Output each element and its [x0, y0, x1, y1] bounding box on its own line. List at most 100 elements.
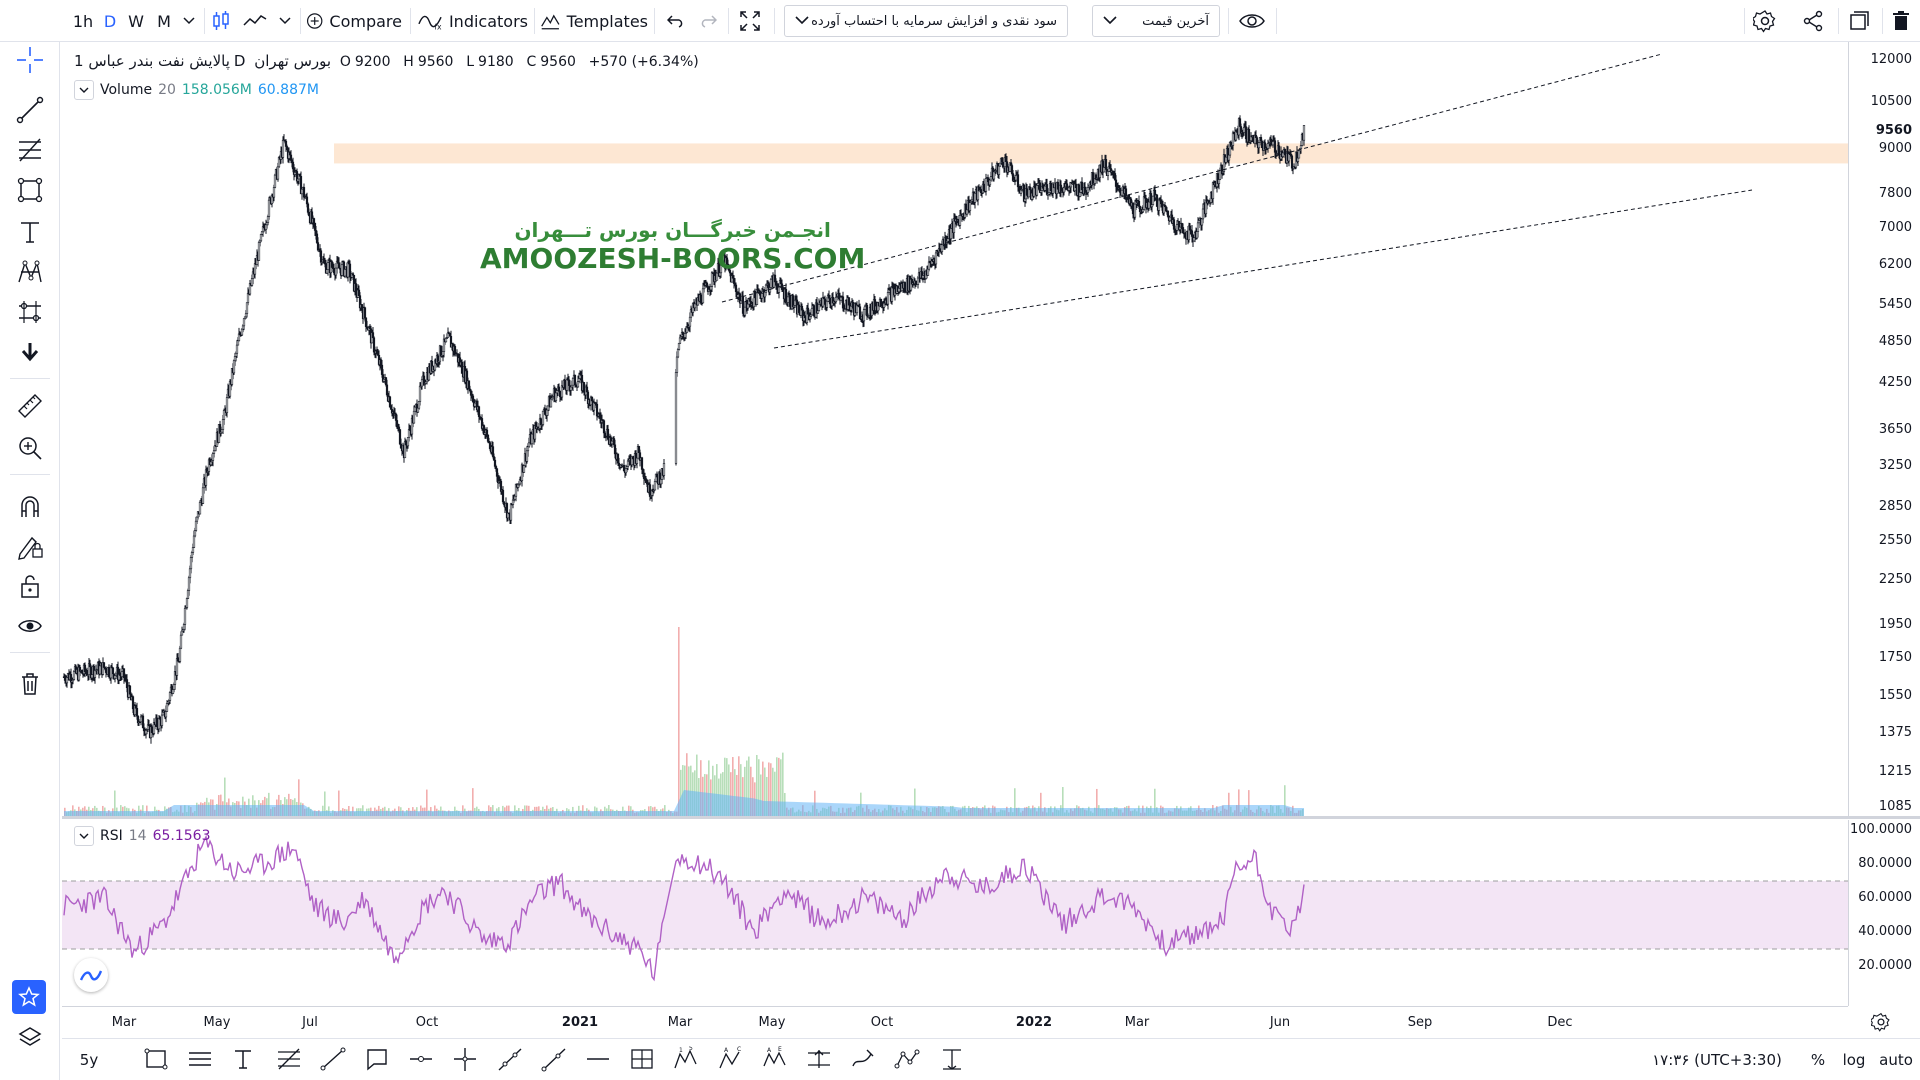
channel-upper-line[interactable]	[721, 53, 1663, 303]
volume-bar	[338, 790, 340, 817]
parallel-lines-icon[interactable]	[182, 1042, 218, 1076]
tradingview-logo-icon[interactable]	[74, 958, 108, 992]
cross-line-icon[interactable]	[447, 1042, 483, 1076]
auto-scale-button[interactable]: auto	[1879, 1051, 1913, 1069]
trash-icon[interactable]	[12, 666, 48, 702]
snapshot-icon[interactable]	[1842, 6, 1876, 36]
lock-drawing-icon[interactable]	[12, 528, 48, 564]
fullscreen-icon[interactable]	[734, 6, 766, 36]
date-price-range-icon[interactable]	[801, 1042, 837, 1076]
ohlc-close: C 9560	[526, 54, 576, 70]
axis-settings-gear-icon[interactable]	[1866, 1008, 1896, 1036]
candles-style-icon[interactable]	[208, 6, 234, 36]
collapse-chevron-icon[interactable]	[74, 80, 94, 100]
delete-icon[interactable]	[1886, 6, 1916, 36]
extended-line-icon[interactable]	[492, 1042, 528, 1076]
compare-button[interactable]: Compare	[306, 6, 402, 36]
candle-body	[674, 371, 678, 464]
rsi-axis-label: 20.0000	[1858, 958, 1912, 973]
lock-icon[interactable]	[12, 568, 48, 604]
interval-d[interactable]: D	[103, 11, 117, 31]
collapse-chevron-icon[interactable]	[74, 826, 94, 846]
zoom-in-icon[interactable]	[12, 430, 48, 466]
time-axis-label: May	[758, 1015, 786, 1030]
percent-scale-button[interactable]: %	[1810, 1051, 1826, 1069]
callout-icon[interactable]	[359, 1042, 395, 1076]
redo-icon[interactable]	[694, 6, 722, 36]
compare-label: Compare	[329, 11, 402, 31]
text-tool-icon[interactable]	[226, 1042, 262, 1076]
price-range-icon[interactable]	[934, 1042, 970, 1076]
price-axis[interactable]: 12000 10500 9560 9000 7800 7000 6200 5450 4850 42…	[1848, 42, 1920, 817]
ray-icon[interactable]	[536, 1042, 572, 1076]
chart-type-chevron-icon[interactable]	[276, 6, 294, 36]
candle-body	[997, 165, 1001, 175]
layers-icon[interactable]	[12, 1020, 48, 1056]
rectangle-tool-icon[interactable]	[138, 1042, 174, 1076]
price-chart-canvas[interactable]	[62, 42, 1848, 817]
undo-icon[interactable]	[662, 6, 690, 36]
volume-bar	[776, 757, 778, 817]
volume-bar	[760, 774, 762, 817]
symbol-name[interactable]: پالایش نفت بندر عباس	[88, 52, 230, 70]
star-icon[interactable]	[12, 980, 46, 1014]
interval-m[interactable]: M	[157, 11, 171, 31]
rectangle-icon[interactable]	[12, 172, 48, 208]
rsi-axis[interactable]: 100.0000 80.0000 60.0000 40.0000 20.0000	[1848, 820, 1920, 1006]
indicators-button[interactable]: fx Indicators	[418, 6, 528, 36]
ruler-icon[interactable]	[12, 388, 48, 424]
eye-icon[interactable]	[12, 608, 48, 644]
trend-line-tool-icon[interactable]	[315, 1042, 351, 1076]
pane-separator[interactable]	[62, 816, 1920, 819]
date-range-button[interactable]: 5y	[79, 1051, 99, 1069]
candle-body	[1016, 174, 1020, 188]
chevron-down-icon	[1103, 13, 1117, 29]
candlestick-series[interactable]	[62, 115, 1306, 744]
pattern-icon[interactable]	[12, 254, 48, 290]
rsi-canvas[interactable]	[62, 820, 1848, 1006]
horizontal-ray-icon[interactable]	[403, 1042, 439, 1076]
horizontal-line-icon[interactable]	[580, 1042, 616, 1076]
candle-body	[509, 503, 513, 521]
volume-bar	[730, 772, 732, 817]
interval-1h[interactable]: 1h	[72, 11, 94, 31]
settings-gear-icon[interactable]	[1748, 6, 1782, 36]
svg-text:1: 1	[679, 1047, 683, 1054]
trend-line-icon[interactable]	[12, 92, 48, 128]
fib-time-zone-icon[interactable]	[624, 1042, 660, 1076]
prediction-icon[interactable]	[12, 294, 48, 330]
price-chart-pane[interactable]	[62, 42, 1848, 817]
interval-chevron-down-icon[interactable]	[180, 6, 198, 36]
text-icon[interactable]	[12, 214, 48, 250]
templates-button[interactable]: Templates	[540, 6, 648, 36]
resistance-zone[interactable]	[334, 143, 1848, 164]
magnet-icon[interactable]	[12, 488, 48, 524]
price-type-select[interactable]: آخرین قیمت	[1092, 5, 1220, 37]
volume-bar	[738, 756, 740, 817]
candle-body	[259, 234, 263, 242]
price-axis-label: 7000	[1878, 219, 1912, 235]
candle-body	[1290, 155, 1294, 169]
eye-icon[interactable]	[1234, 6, 1270, 36]
fib-retracement-icon[interactable]	[271, 1042, 307, 1076]
arrow-down-icon[interactable]	[12, 334, 48, 370]
interval-w[interactable]: W	[128, 11, 144, 31]
brush-icon[interactable]	[845, 1042, 881, 1076]
templates-icon	[541, 14, 560, 30]
log-scale-button[interactable]: log	[1842, 1051, 1866, 1069]
clock-timezone[interactable]: ۱۷:۳۶ (UTC+3:30)	[1652, 1051, 1782, 1069]
fib-icon[interactable]	[12, 132, 48, 168]
volume-bar	[1248, 790, 1250, 817]
crosshair-icon[interactable]	[12, 42, 48, 78]
line-style-icon[interactable]	[240, 6, 270, 36]
candle-body	[312, 218, 316, 224]
path-icon[interactable]	[889, 1042, 925, 1076]
dividend-adjust-select[interactable]: سود نقدی و افزایش سرمایه با احتساب آورده	[784, 5, 1068, 37]
share-icon[interactable]	[1796, 6, 1830, 36]
rsi-pane[interactable]	[62, 820, 1848, 1006]
time-axis[interactable]: Mar May Jul Oct 2021 Mar May Oct 2022 Mar Jun Sep De…	[62, 1006, 1848, 1038]
